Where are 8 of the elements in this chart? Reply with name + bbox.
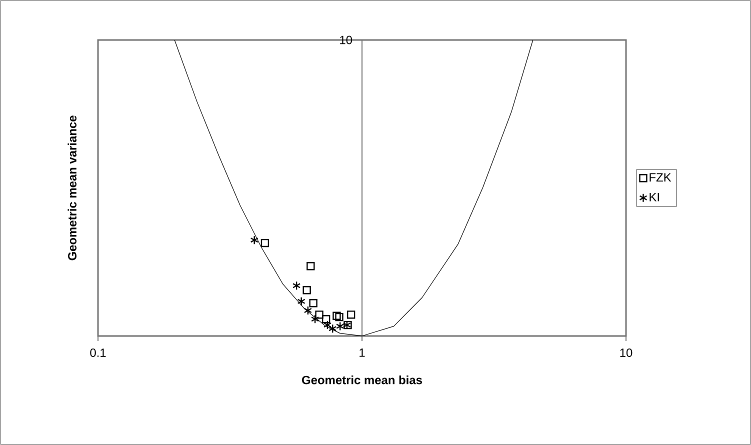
annotation: 10 xyxy=(340,36,352,44)
x-tick-label: 10 xyxy=(620,348,632,357)
legend-label: KI xyxy=(650,192,659,202)
x-tick-label: 1 xyxy=(360,348,365,357)
x-tick-label: 0.1 xyxy=(90,348,106,357)
y-axis-title: Geometric mean variance xyxy=(68,116,76,260)
x-axis-title: Geometric mean bias xyxy=(302,376,422,384)
legend-label: FZK xyxy=(650,173,672,182)
